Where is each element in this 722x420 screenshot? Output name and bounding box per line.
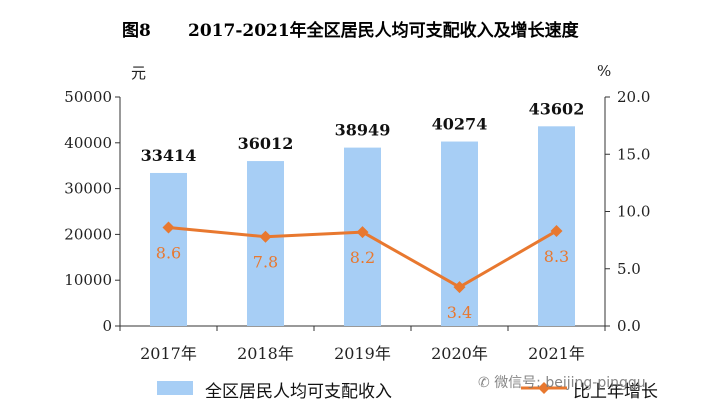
x-category-label: 2017年 — [140, 344, 197, 363]
growth-point — [259, 230, 272, 243]
legend-label-growth: 比上年增长 — [573, 382, 658, 402]
x-category-label: 2018年 — [237, 344, 294, 363]
growth-data-label: 8.2 — [350, 248, 375, 267]
legend-marker-growth — [538, 382, 550, 394]
legend-swatch-income — [157, 381, 193, 395]
right-axis-unit: % — [597, 62, 612, 80]
income-bar — [247, 161, 284, 326]
left-tick-label: 10000 — [64, 271, 112, 289]
x-category-label: 2019年 — [334, 344, 391, 363]
income-bar-label: 36012 — [238, 134, 294, 153]
income-bar-label: 38949 — [335, 121, 391, 140]
figure-number: 图8 — [122, 21, 151, 41]
growth-data-label: 3.4 — [447, 303, 472, 322]
left-tick-label: 0 — [102, 317, 112, 335]
income-bar — [150, 172, 187, 326]
watermark: ✆ 微信号: beijing-pinggu — [478, 372, 646, 392]
x-category-label: 2020年 — [431, 344, 488, 363]
chart-title: 2017-2021年全区居民人均可支配收入及增长速度 — [188, 21, 579, 41]
income-bar-label: 33414 — [141, 146, 197, 165]
right-tick-label: 10.0 — [617, 203, 650, 221]
left-tick-label: 20000 — [64, 225, 112, 243]
watermark-text: 微信号: beijing-pinggu — [494, 375, 646, 391]
income-bar-label: 40274 — [432, 115, 488, 134]
left-axis-unit: 元 — [131, 64, 147, 82]
growth-point — [550, 224, 563, 237]
legend-label-income: 全区居民人均可支配收入 — [205, 382, 392, 402]
growth-point — [453, 281, 466, 294]
right-tick-label: 15.0 — [617, 145, 650, 163]
growth-data-label: 8.6 — [156, 244, 181, 263]
income-bar-label: 43602 — [529, 99, 585, 118]
growth-point — [356, 226, 369, 239]
right-tick-label: 20.0 — [617, 88, 650, 106]
growth-data-label: 8.3 — [544, 247, 569, 266]
left-tick-label: 30000 — [64, 180, 112, 198]
left-tick-label: 50000 — [64, 88, 112, 106]
right-tick-label: 5.0 — [617, 260, 641, 278]
growth-data-label: 7.8 — [253, 253, 278, 272]
income-bar — [441, 141, 478, 326]
right-tick-label: 0.0 — [617, 317, 641, 335]
left-tick-label: 40000 — [64, 134, 112, 152]
wechat-icon: ✆ — [478, 375, 495, 391]
growth-point — [162, 221, 175, 234]
x-category-label: 2021年 — [528, 344, 585, 363]
